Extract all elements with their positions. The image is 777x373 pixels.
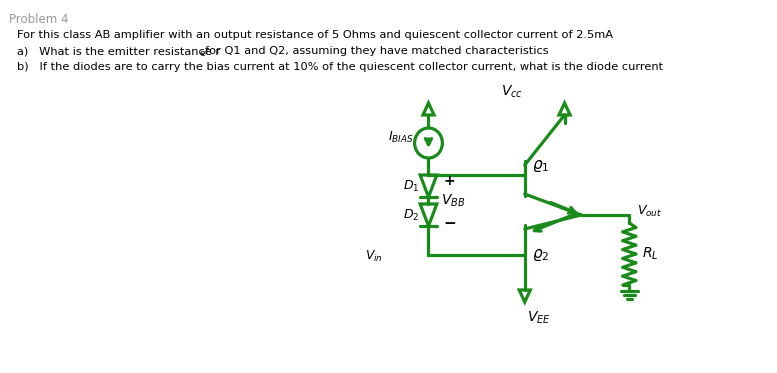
Text: $D_1$: $D_1$ <box>402 178 419 194</box>
Text: $V_{cc}$: $V_{cc}$ <box>501 84 523 100</box>
Text: e: e <box>200 48 206 57</box>
Text: −: − <box>444 216 456 231</box>
Text: $D_2$: $D_2$ <box>402 207 419 223</box>
Text: $\varrho_2$: $\varrho_2$ <box>532 247 549 263</box>
Text: $V_{out}$: $V_{out}$ <box>636 203 662 219</box>
Text: $V_{in}$: $V_{in}$ <box>365 248 383 264</box>
Text: $V_{BB}$: $V_{BB}$ <box>441 192 465 209</box>
Text: $R_L$: $R_L$ <box>643 246 659 262</box>
Text: For this class AB amplifier with an output resistance of 5 Ohms and quiescent co: For this class AB amplifier with an outp… <box>16 30 612 40</box>
Text: Problem 4: Problem 4 <box>9 13 68 26</box>
Text: $\varrho_1$: $\varrho_1$ <box>532 158 549 174</box>
Text: for Q1 and Q2, assuming they have matched characteristics: for Q1 and Q2, assuming they have matche… <box>205 46 549 56</box>
Text: b)   If the diodes are to carry the bias current at 10% of the quiescent collect: b) If the diodes are to carry the bias c… <box>16 62 663 72</box>
Text: a)   What is the emitter resistance r: a) What is the emitter resistance r <box>16 46 220 56</box>
Text: $I_{BIAS}$: $I_{BIAS}$ <box>388 129 413 145</box>
Text: +: + <box>444 174 455 188</box>
Text: $V_{EE}$: $V_{EE}$ <box>527 310 550 326</box>
